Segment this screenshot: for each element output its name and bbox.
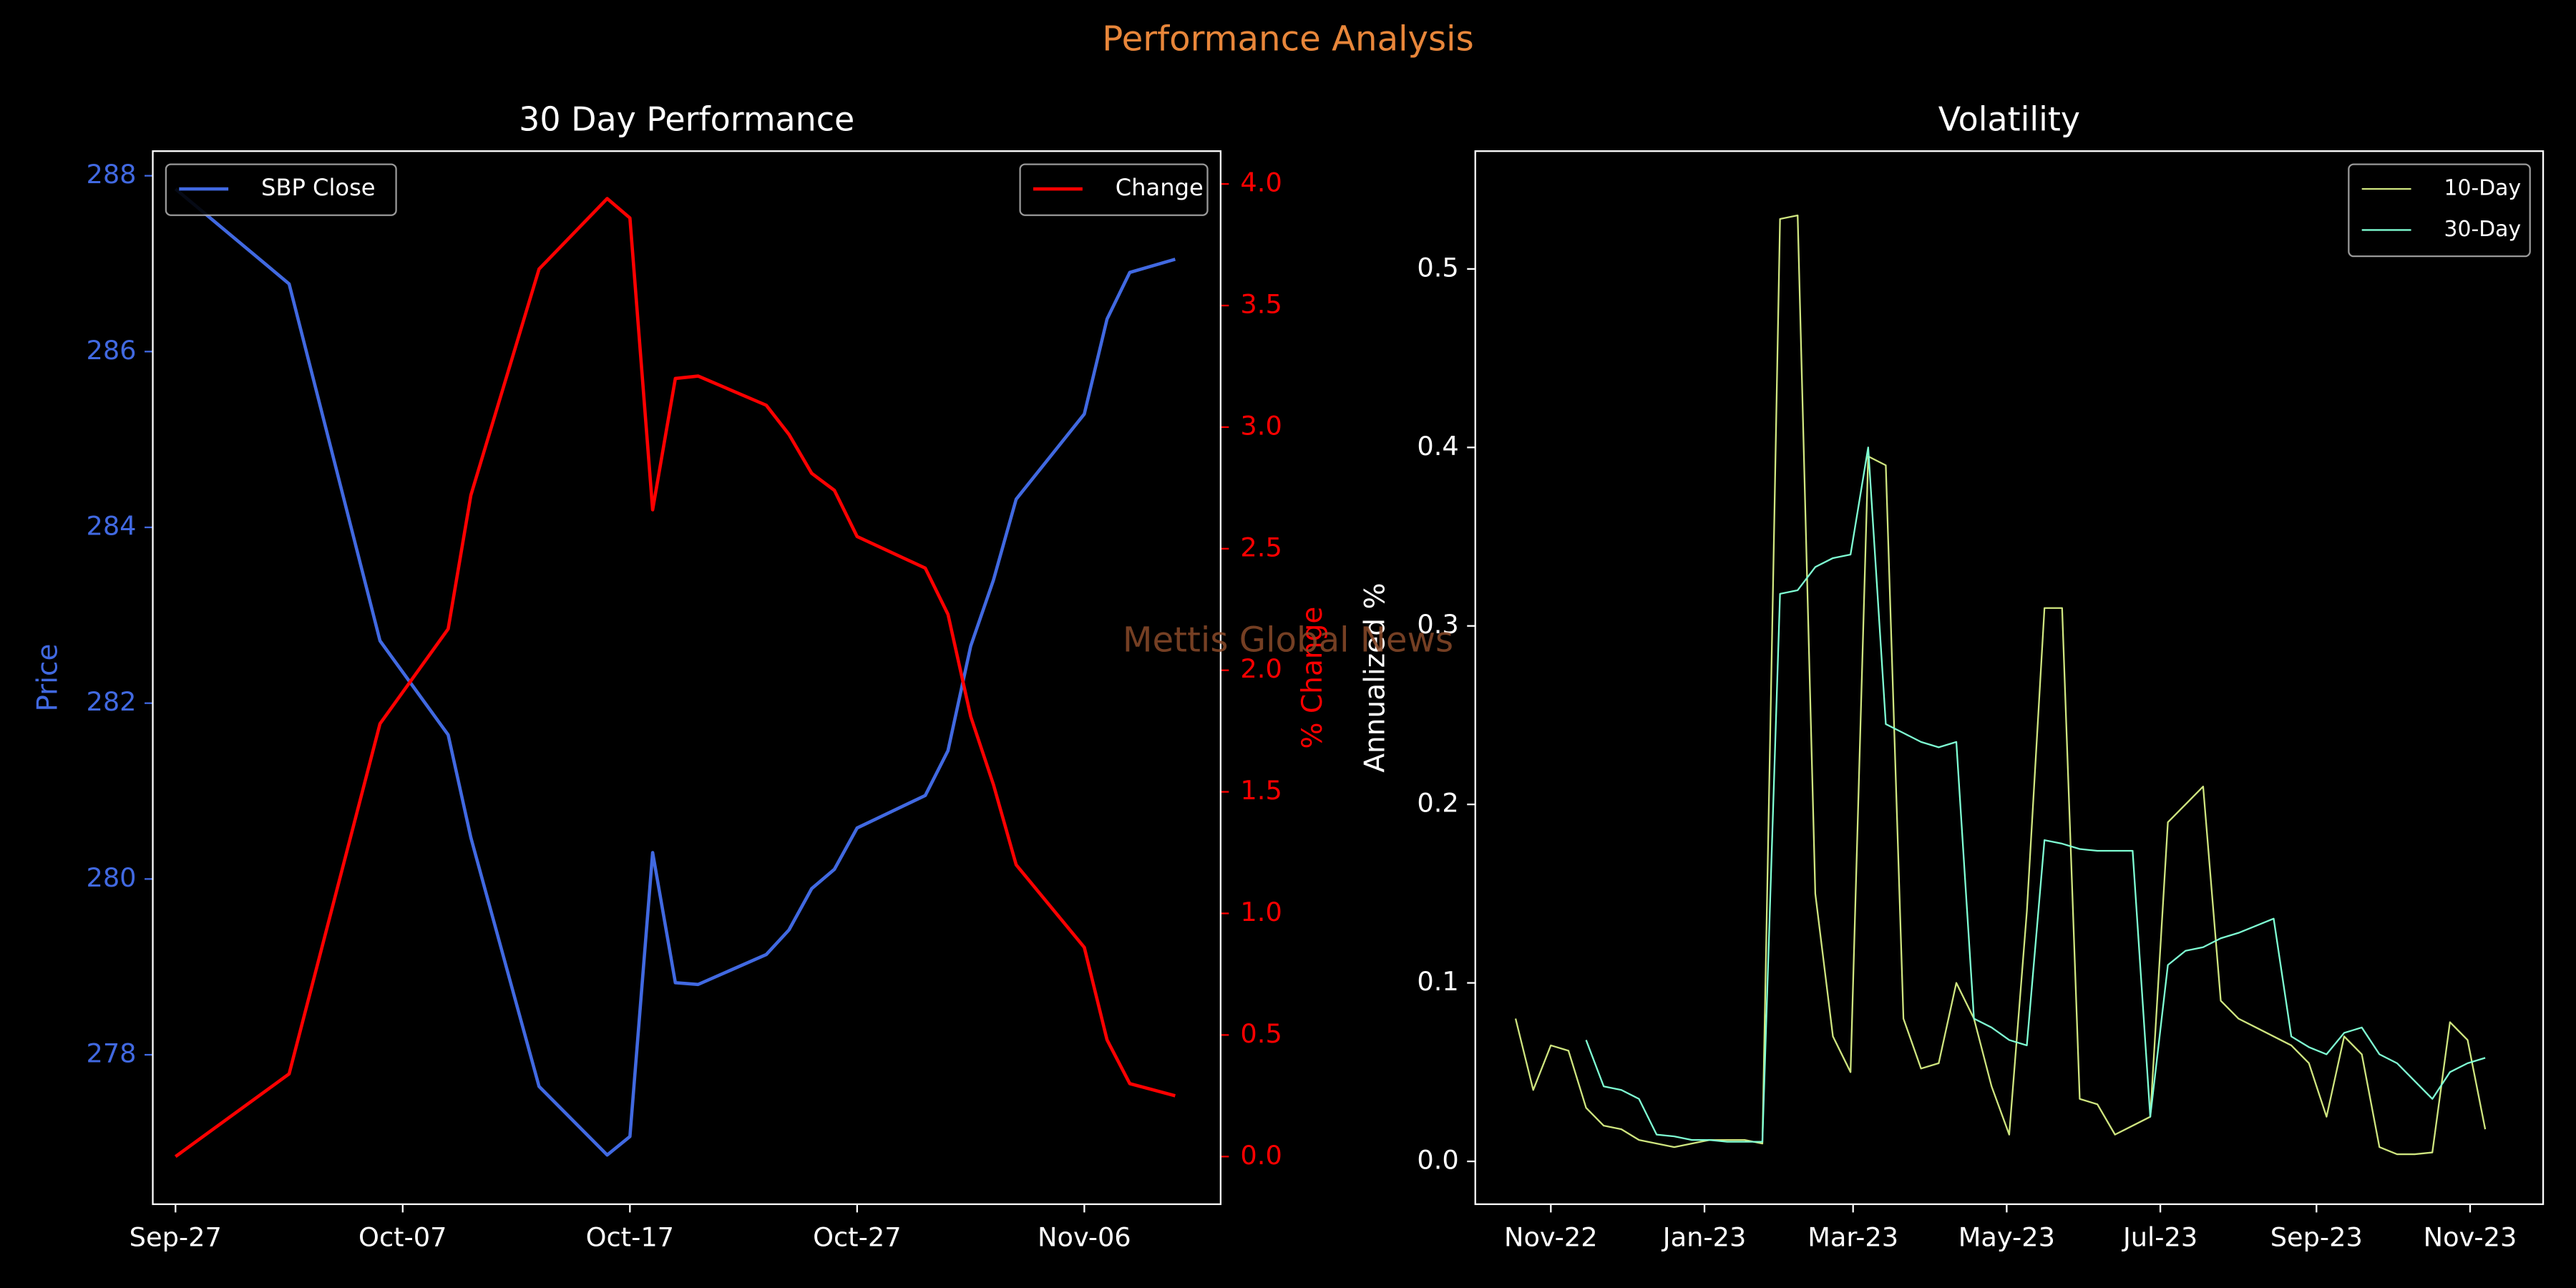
plot-frame <box>152 150 1222 1206</box>
x-tick-label: Sep-23 <box>2270 1222 2363 1253</box>
y2-tick-label: 0.0 <box>1240 1140 1282 1171</box>
y-tick-label: 0.4 <box>1417 431 1458 462</box>
series-line <box>174 197 1176 1158</box>
x-tick-label: Nov-22 <box>1504 1222 1598 1253</box>
figure-title: Performance Analysis <box>1102 19 1473 59</box>
x-tick-label: Oct-27 <box>813 1222 901 1253</box>
y2-tick-label: 2.0 <box>1240 653 1282 684</box>
y-tick-label: 0.2 <box>1417 788 1458 819</box>
plot-frame <box>1474 150 2545 1206</box>
y2-tick-label: 2.5 <box>1240 532 1282 562</box>
y2-tick-label: 3.0 <box>1240 410 1282 441</box>
x-tick-label: Nov-23 <box>2424 1222 2517 1253</box>
legend-label: SBP Close <box>261 174 376 201</box>
watermark: Mettis Global News <box>1123 620 1453 660</box>
y-axis-label: Annualized % <box>1359 582 1391 772</box>
x-tick-label: Oct-17 <box>586 1222 674 1253</box>
x-tick-label: Sep-27 <box>130 1222 222 1253</box>
chart-title: 30 Day Performance <box>519 99 854 138</box>
y-tick-label: 0.5 <box>1417 252 1458 283</box>
legend-box <box>2348 163 2531 258</box>
legend-box <box>165 163 397 216</box>
y-tick-label: 278 <box>86 1038 136 1069</box>
x-tick-label: Nov-06 <box>1038 1222 1131 1253</box>
legend-label: 10-Day <box>2444 176 2522 201</box>
y-tick-label: 0.0 <box>1417 1145 1458 1176</box>
legend-box <box>1019 163 1209 216</box>
y-tick-label: 280 <box>86 862 136 893</box>
x-tick-label: Jul-23 <box>2122 1222 2197 1253</box>
legend: Change <box>1019 163 1209 216</box>
y-tick-label: 286 <box>86 335 136 366</box>
series-line <box>1585 447 2486 1143</box>
y-tick-label: 288 <box>86 159 136 190</box>
y-axis-label: Price <box>31 643 64 711</box>
y2-tick-label: 1.0 <box>1240 897 1282 927</box>
x-tick-label: Mar-23 <box>1807 1222 1898 1253</box>
legend-label: Change <box>1116 174 1204 201</box>
y-tick-label: 284 <box>86 511 136 542</box>
x-tick-label: Jan-23 <box>1662 1222 1747 1253</box>
chart-title: Volatility <box>1938 99 2080 138</box>
y2-tick-label: 3.5 <box>1240 288 1282 319</box>
legend-label: 30-Day <box>2444 217 2522 242</box>
legend: 10-Day 30-Day <box>2348 163 2531 258</box>
x-tick-label: May-23 <box>1958 1222 2055 1253</box>
y-tick-label: 0.1 <box>1417 966 1458 997</box>
legend: SBP Close <box>165 163 397 216</box>
y2-tick-label: 4.0 <box>1240 167 1282 198</box>
y-tick-label: 0.3 <box>1417 609 1458 640</box>
series-line <box>1514 214 2487 1156</box>
y2-axis-label: % Change <box>1297 607 1329 749</box>
y2-tick-label: 1.5 <box>1240 775 1282 806</box>
series-line <box>174 187 1176 1157</box>
y-tick-label: 282 <box>86 686 136 717</box>
y2-tick-label: 0.5 <box>1240 1018 1282 1049</box>
x-tick-label: Oct-07 <box>358 1222 447 1253</box>
